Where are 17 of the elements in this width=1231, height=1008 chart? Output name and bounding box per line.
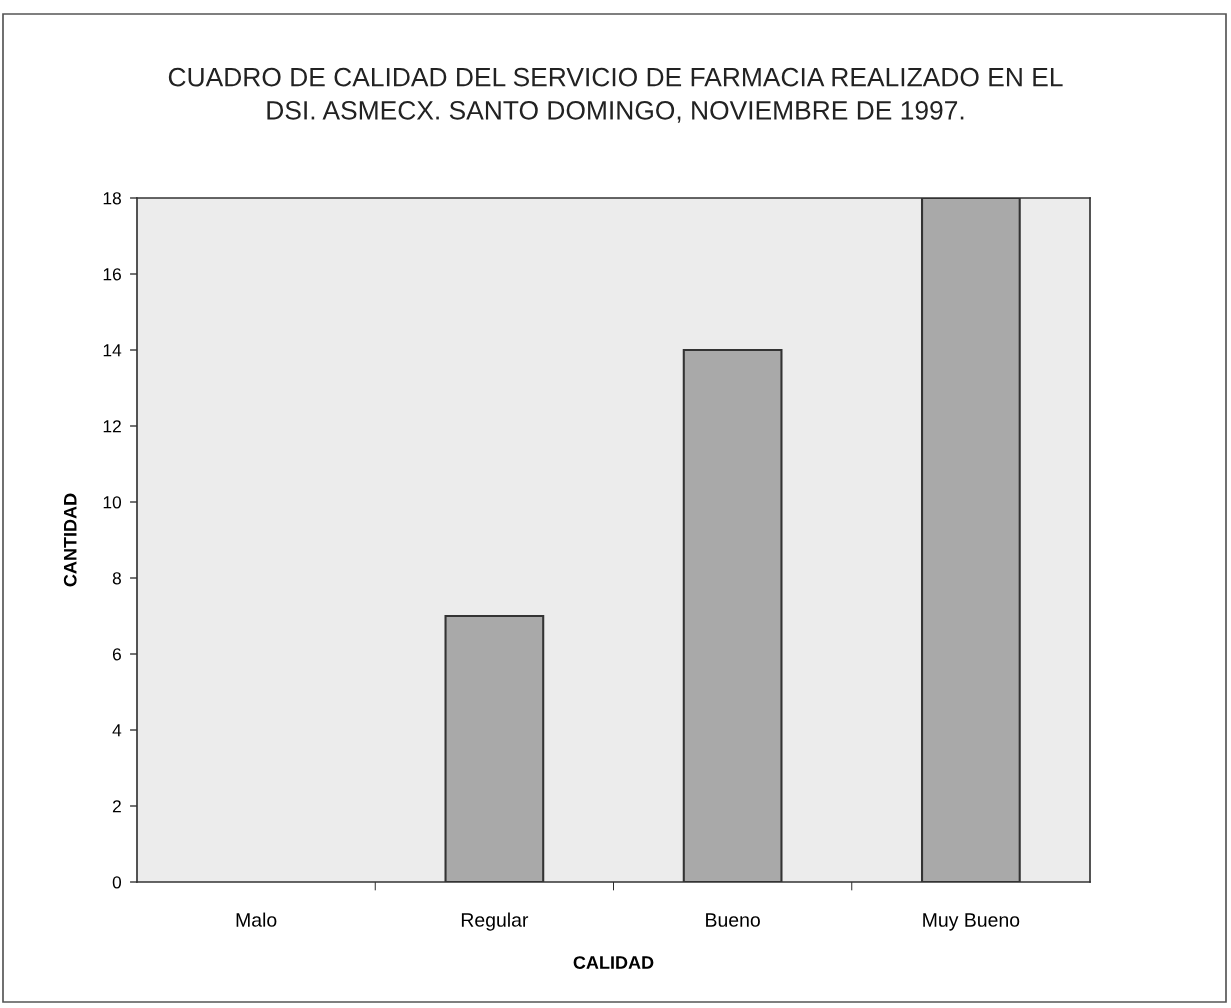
chart-title: CUADRO DE CALIDAD DEL SERVICIO DE FARMACIA REALIZADO EN EL DSI. ASMECX. SANTO DOMINGO, NOVIEMBRE DE 1997.: [168, 67, 1063, 123]
x-tick-label: Bueno: [706, 913, 760, 927]
x-tick-label: Regular: [461, 912, 529, 931]
y-tick-label: 6: [112, 648, 121, 661]
y-tick-label: 2: [112, 800, 121, 813]
y-tick-label: 16: [103, 268, 121, 281]
y-tick-label: 0: [112, 876, 122, 889]
x-tick-label: Malo: [236, 912, 277, 927]
y-tick-label: 14: [103, 344, 122, 357]
x-tick-label: Muy Bueno: [923, 913, 1020, 931]
y-tick-label: 18: [103, 192, 121, 205]
y-tick-label: 10: [103, 496, 122, 509]
y-tick-label: 8: [112, 572, 121, 585]
y-axis-title: CANTIDAD: [63, 493, 77, 587]
y-tick-label: 12: [103, 420, 121, 433]
y-tick-label: 4: [112, 724, 122, 737]
x-axis-title: CALIDAD: [573, 956, 654, 969]
